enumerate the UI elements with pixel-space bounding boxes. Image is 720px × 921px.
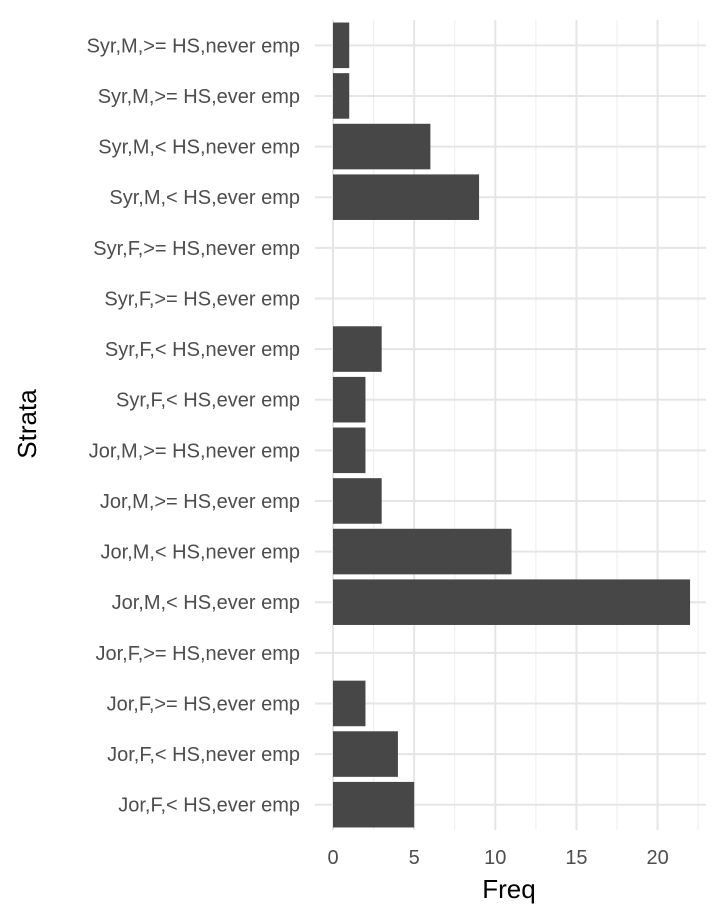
bar: [333, 478, 382, 524]
y-tick-label: Jor,M,< HS,never emp: [100, 542, 300, 564]
y-tick-label: Syr,M,< HS,ever emp: [109, 187, 300, 209]
y-axis-title: Strata: [12, 389, 42, 459]
x-tick-label: 0: [327, 847, 338, 869]
y-tick-label: Syr,F,< HS,ever emp: [116, 390, 300, 412]
y-tick-label: Syr,M,< HS,never emp: [98, 137, 300, 159]
y-tick-label: Jor,F,>= HS,never emp: [95, 643, 300, 665]
bar: [333, 174, 480, 220]
bar: [333, 326, 382, 372]
bar: [333, 376, 366, 423]
bar: [333, 731, 398, 777]
x-tick-label: 5: [409, 847, 420, 869]
x-tick-label: 20: [646, 847, 668, 869]
bar: [333, 73, 350, 119]
y-tick-label: Syr,F,>= HS,never emp: [93, 238, 300, 260]
y-tick-label: Syr,F,< HS,never emp: [105, 339, 300, 361]
y-tick-label: Syr,M,>= HS,never emp: [87, 35, 300, 57]
y-tick-label: Jor,F,>= HS,ever emp: [107, 693, 300, 715]
bar: [333, 781, 415, 828]
bar: [333, 123, 431, 170]
bar: [333, 579, 691, 625]
x-tick-label: 15: [565, 847, 587, 869]
x-axis-title: Freq: [482, 874, 535, 904]
y-axis-tick-labels: Syr,M,>= HS,never emp Syr,M,>= HS,ever em…: [87, 35, 300, 816]
y-tick-label: Syr,F,>= HS,ever emp: [104, 288, 300, 310]
bars: [333, 22, 691, 828]
bar: [333, 528, 512, 575]
x-tick-label: 10: [484, 847, 506, 869]
y-tick-label: Jor,F,< HS,ever emp: [118, 795, 300, 817]
bar: [333, 427, 366, 474]
x-axis-tick-labels: 0 5 10 15 20: [327, 847, 668, 869]
y-tick-label: Jor,M,>= HS,ever emp: [100, 491, 300, 513]
y-tick-label: Syr,M,>= HS,ever emp: [98, 86, 300, 108]
bar: [333, 22, 350, 69]
y-tick-label: Jor,F,< HS,never emp: [107, 744, 300, 766]
bar: [333, 680, 366, 727]
y-tick-label: Jor,M,< HS,ever emp: [112, 592, 300, 614]
y-tick-label: Jor,M,>= HS,never emp: [89, 440, 300, 462]
